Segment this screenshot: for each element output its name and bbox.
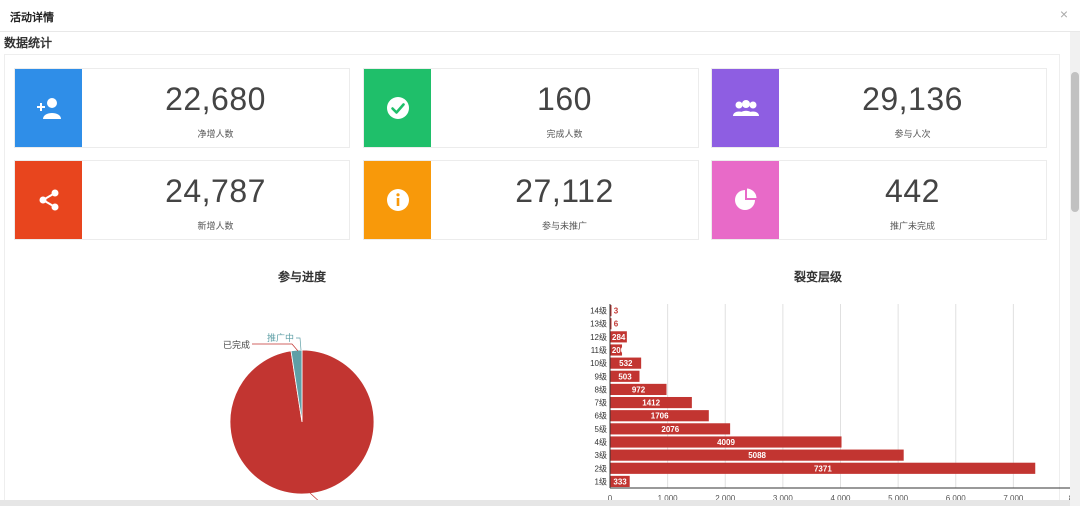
stat-label: 新增人数 bbox=[197, 221, 234, 231]
stat-value: 442 bbox=[885, 173, 940, 209]
stat-label: 完成人数 bbox=[546, 129, 583, 139]
x-tick-label: 3,000 bbox=[773, 494, 794, 503]
bar[interactable] bbox=[610, 370, 640, 382]
y-tick-label: 14级 bbox=[590, 306, 607, 316]
bar[interactable] bbox=[610, 357, 642, 369]
bar[interactable] bbox=[610, 344, 623, 356]
card-icon-box bbox=[364, 69, 431, 147]
y-tick-label: 12级 bbox=[590, 332, 607, 342]
y-tick-label: 8级 bbox=[595, 384, 607, 394]
card-icon-box bbox=[712, 161, 779, 239]
bar-value-label: 503 bbox=[618, 372, 632, 381]
check-circle-icon bbox=[386, 97, 409, 119]
bar-value-label: 1706 bbox=[651, 412, 669, 421]
y-tick-label: 3级 bbox=[595, 450, 607, 460]
stat-card-completed: 160 完成人数 bbox=[363, 68, 699, 148]
bar-value-label: 532 bbox=[619, 359, 633, 368]
close-icon[interactable]: × bbox=[1059, 6, 1068, 22]
y-tick-label: 7级 bbox=[595, 398, 607, 408]
info-icon bbox=[386, 189, 409, 211]
bar-value-label: 333 bbox=[613, 477, 627, 486]
x-tick-label: 0 bbox=[608, 494, 613, 503]
x-tick-label: 1,000 bbox=[658, 494, 679, 503]
pie-label-line bbox=[252, 343, 299, 352]
dialog-title: 活动详情 bbox=[10, 12, 54, 24]
pie-icon bbox=[734, 188, 756, 210]
y-tick-label: 1级 bbox=[595, 476, 607, 486]
bar[interactable] bbox=[610, 396, 692, 409]
bar-value-label: 3 bbox=[614, 307, 619, 316]
pie-slice-label: 已完成 bbox=[223, 339, 250, 350]
vertical-scrollbar[interactable] bbox=[1070, 32, 1080, 506]
bar-chart: 0 1,000 2,000 3,000 4,000 5,000 6,000 7,000 8 1级 3… bbox=[590, 304, 1070, 503]
card-icon-box bbox=[15, 69, 82, 147]
bar[interactable] bbox=[610, 383, 667, 396]
bar[interactable] bbox=[610, 410, 709, 422]
section-title: 数据统计 bbox=[4, 36, 53, 50]
bar-value-label: 2076 bbox=[661, 425, 679, 434]
bar[interactable] bbox=[610, 423, 731, 435]
dialog-titlebar: 活动详情 × bbox=[0, 0, 1080, 32]
stat-value: 22,680 bbox=[165, 81, 266, 117]
y-tick-label: 9级 bbox=[595, 371, 607, 381]
stat-card-new: 24,787 新增人数 bbox=[14, 160, 350, 240]
stat-card-promoted-not-completed: 442 推广未完成 bbox=[711, 160, 1047, 240]
card-icon-box bbox=[15, 161, 82, 239]
x-tick-label: 2,000 bbox=[715, 494, 736, 503]
bar-value-label: 7371 bbox=[814, 464, 832, 473]
y-tick-label: 10级 bbox=[590, 358, 607, 368]
stat-value: 29,136 bbox=[862, 81, 963, 117]
x-tick-label: 4,000 bbox=[830, 494, 851, 503]
bar-value-label: 4009 bbox=[717, 438, 735, 447]
x-tick-label: 6,000 bbox=[946, 494, 967, 503]
pie-label-line bbox=[296, 337, 302, 351]
y-tick-label: 4级 bbox=[595, 437, 607, 447]
stat-card-net-increase: 22,680 净增人数 bbox=[14, 68, 350, 148]
bar[interactable] bbox=[610, 462, 1036, 474]
stat-value: 160 bbox=[537, 81, 592, 117]
stat-label: 参与未推广 bbox=[541, 221, 587, 231]
bar[interactable] bbox=[610, 436, 842, 448]
y-tick-label: 6级 bbox=[595, 411, 607, 421]
card-icon-box bbox=[364, 161, 431, 239]
bar-value-label: 5088 bbox=[748, 451, 766, 460]
bar[interactable] bbox=[610, 449, 904, 461]
pie-chart: 已完成 推广中 bbox=[223, 332, 375, 505]
stat-card-joined-not-promoted: 27,112 参与未推广 bbox=[363, 160, 699, 240]
stat-label: 净增人数 bbox=[197, 129, 234, 139]
x-tick-label: 8 bbox=[1069, 494, 1070, 503]
x-tick-label: 7,000 bbox=[1003, 494, 1024, 503]
stat-value: 24,787 bbox=[165, 173, 266, 209]
bar-value-label: 1412 bbox=[642, 399, 660, 408]
stat-card-participations: 29,136 参与人次 bbox=[711, 68, 1047, 148]
pie-chart-title: 参与进度 bbox=[278, 270, 327, 284]
pie-slice-label: 推广中 bbox=[267, 332, 294, 343]
y-tick-label: 13级 bbox=[590, 319, 607, 329]
add-user-icon bbox=[36, 98, 61, 119]
bar[interactable] bbox=[610, 304, 612, 317]
stat-label: 参与人次 bbox=[894, 129, 931, 139]
card-icon-box bbox=[712, 69, 779, 147]
x-tick-label: 5,000 bbox=[888, 494, 909, 503]
bar[interactable] bbox=[610, 475, 630, 488]
bar[interactable] bbox=[610, 318, 612, 330]
bar-value-label: 6 bbox=[614, 320, 619, 329]
bar-value-label: 972 bbox=[632, 385, 646, 394]
horizontal-scrollbar[interactable] bbox=[0, 500, 1070, 506]
y-tick-label: 5级 bbox=[595, 424, 607, 434]
bar-value-label: 200 bbox=[612, 346, 626, 355]
group-icon bbox=[732, 100, 759, 116]
y-tick-label: 2级 bbox=[595, 463, 607, 473]
share-icon bbox=[39, 189, 58, 211]
y-tick-label: 11级 bbox=[591, 345, 607, 355]
scrollbar-thumb[interactable] bbox=[1071, 72, 1079, 212]
pie-slice[interactable] bbox=[290, 349, 303, 423]
bar-chart-title: 裂变层级 bbox=[794, 270, 843, 284]
stat-label: 推广未完成 bbox=[889, 221, 935, 231]
bar[interactable] bbox=[610, 331, 627, 343]
stat-value: 27,112 bbox=[515, 173, 614, 209]
bar-value-label: 284 bbox=[612, 333, 626, 342]
